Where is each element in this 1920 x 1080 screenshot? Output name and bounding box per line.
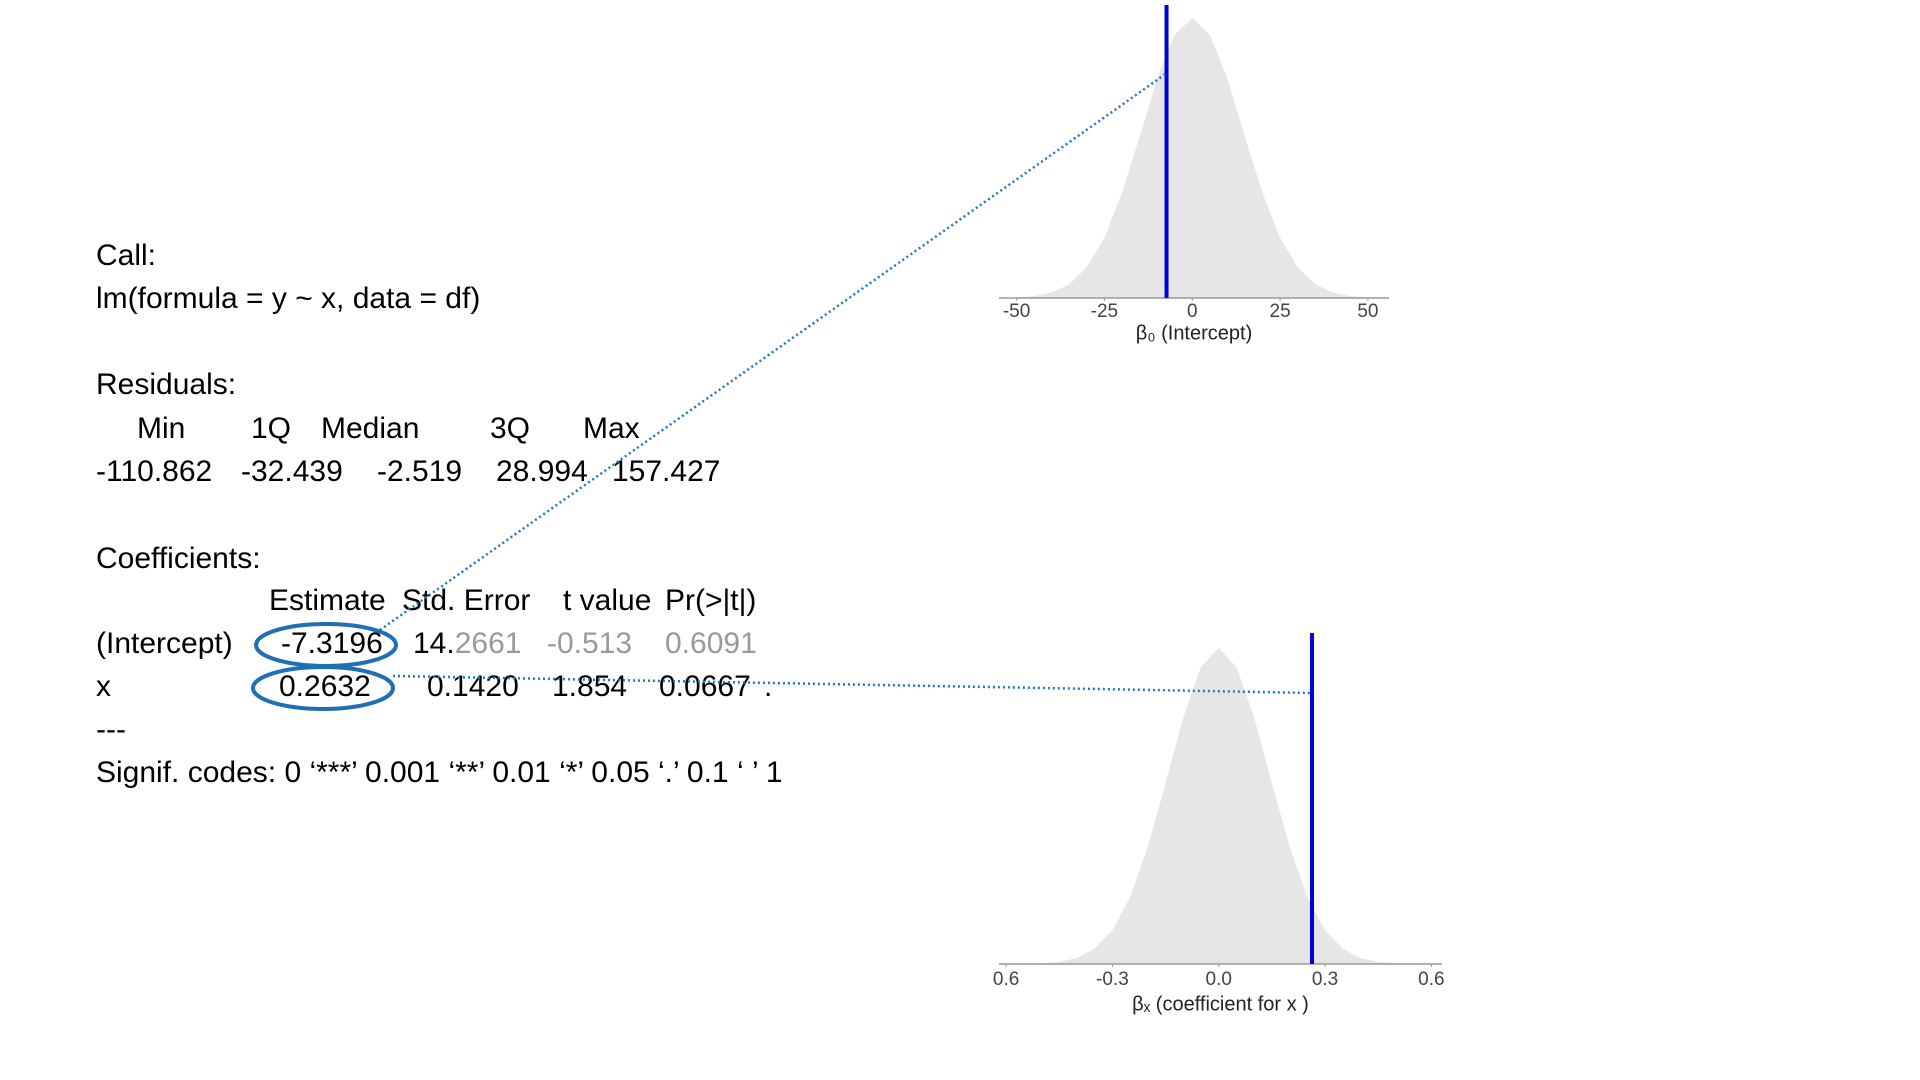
std-error-part: 2661: [455, 627, 522, 660]
x-tick-label: 50: [1357, 301, 1378, 322]
x-tick-label: -0.3: [1096, 969, 1129, 990]
x-tick-label: 0.6: [993, 969, 1019, 990]
x-tick-label: 0: [1187, 301, 1198, 322]
residuals-label: Residuals:: [96, 368, 236, 401]
term: (Intercept): [96, 627, 233, 660]
connector: [392, 674, 1314, 695]
connector: [379, 71, 1168, 632]
coef-header: t value: [563, 584, 651, 617]
residual-header: 1Q: [251, 412, 291, 445]
p-value: 0.0667: [659, 670, 751, 703]
density-area: [1006, 648, 1432, 964]
x-tick-label: -50: [1003, 301, 1030, 322]
charts: -50 -25 0 25 50 β₀ (Intercept) 0.6 -0.3 0.0 0.3 0.…: [993, 5, 1445, 1015]
estimate: -7.3196: [281, 627, 383, 660]
residual-value: 157.427: [612, 455, 720, 488]
std-error: 0.1420: [427, 670, 519, 703]
separator: ---: [96, 713, 126, 746]
residual-value: -110.862: [96, 455, 212, 488]
signif: .: [764, 670, 772, 703]
std-error-part: 14.: [413, 627, 455, 660]
x-tick-label: 0.0: [1206, 969, 1232, 990]
regression-output: Call: lm(formula = y ~ x, data = df) Res…: [96, 239, 783, 789]
x-tick-label: 0.6: [1418, 969, 1444, 990]
t-value: 1.854: [552, 670, 627, 703]
residual-header: 3Q: [490, 412, 530, 445]
residual-header: Min: [137, 412, 185, 445]
t-value: -0.513: [547, 627, 632, 660]
residual-value: -32.439: [241, 455, 343, 488]
x-axis-label: β₀ (Intercept): [1136, 322, 1253, 344]
x-tick-label: -25: [1091, 301, 1118, 322]
x-tick-label: 0.3: [1312, 969, 1338, 990]
residual-value: 28.994: [496, 455, 588, 488]
residual-value: -2.519: [377, 455, 462, 488]
residual-header: Median: [321, 412, 419, 445]
term: x: [96, 670, 111, 703]
call-label: Call:: [96, 239, 156, 272]
estimate: 0.2632: [279, 670, 371, 703]
highlight-ellipse: [251, 665, 395, 711]
coef-header: Std. Error: [402, 584, 530, 617]
signif-codes: Signif. codes: 0 ‘***’ 0.001 ‘**’ 0.01 ‘…: [96, 756, 783, 789]
std-error: 14.2661: [413, 627, 521, 660]
call: lm(formula = y ~ x, data = df): [96, 282, 480, 315]
residual-header: Max: [583, 412, 640, 445]
x-tick-label: 25: [1270, 301, 1291, 322]
coef-header: Pr(>|t|): [665, 584, 756, 617]
p-value: 0.6091: [665, 627, 757, 660]
coefficients-label: Coefficients:: [96, 542, 261, 575]
density-area: [1016, 18, 1368, 298]
x-axis-label: βₓ (coefficient for x ): [1132, 993, 1309, 1015]
coef-header: Estimate: [269, 584, 386, 617]
